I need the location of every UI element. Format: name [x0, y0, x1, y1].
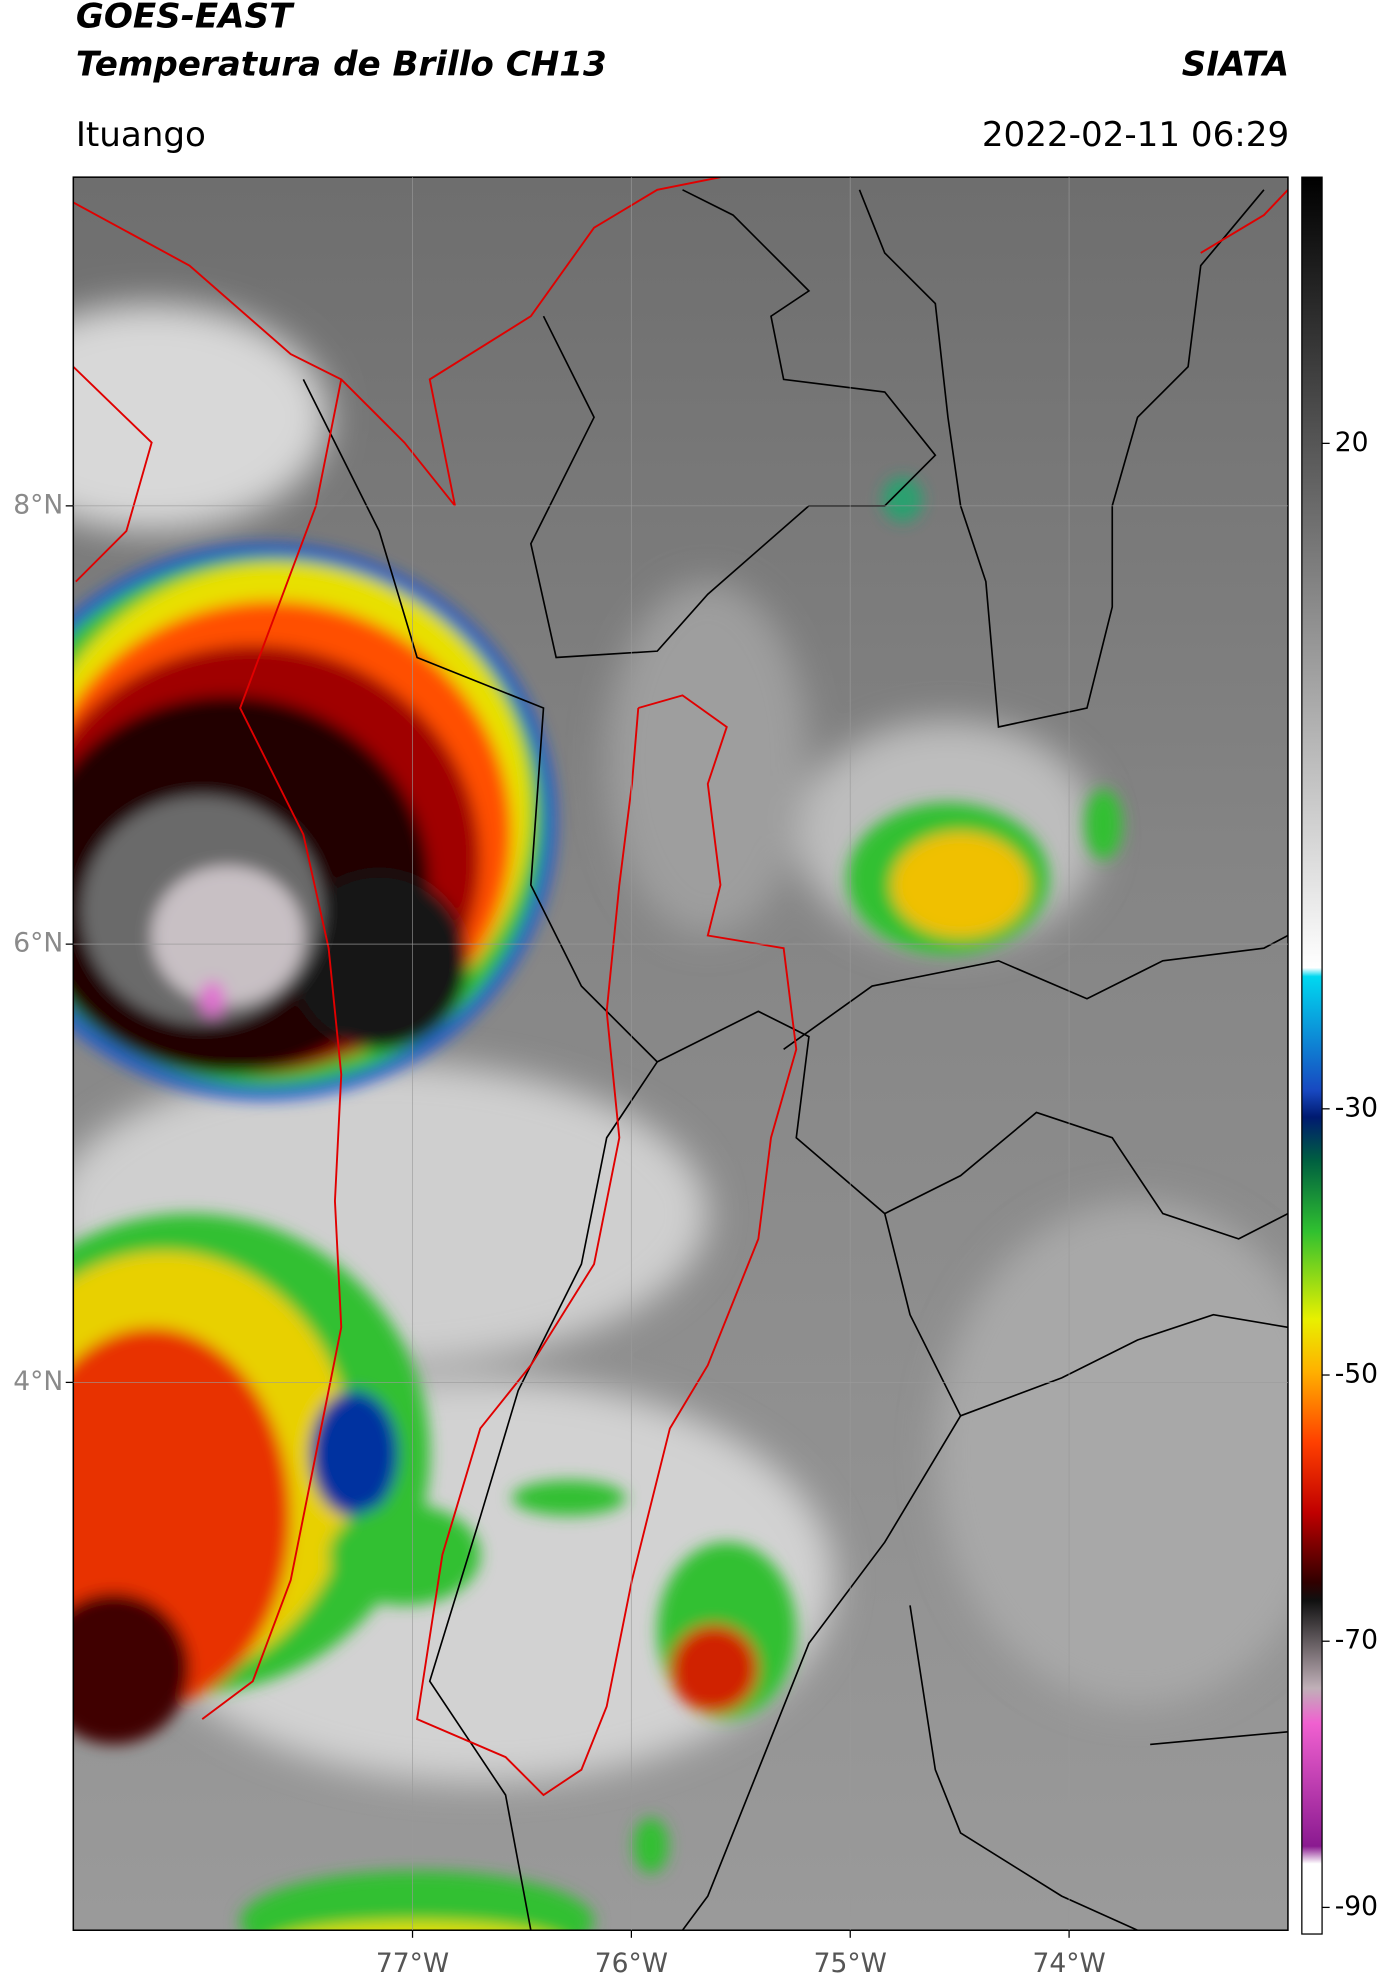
lat-tick-label: 8°N [13, 489, 63, 520]
colorbar-tick-label: -30 [1335, 1092, 1378, 1123]
colorbar [1301, 176, 1323, 1935]
datetime: 2022-02-11 06:29 [982, 115, 1289, 155]
product: Temperatura de Brillo CH13 [76, 44, 607, 84]
region: Ituango [76, 115, 206, 155]
colorbar-tick-label: -50 [1335, 1359, 1378, 1390]
lat-tick-label: 6°N [13, 928, 63, 959]
map-frame [72, 176, 1289, 1931]
lon-tick-label: 74°W [1032, 1948, 1105, 1979]
lon-tick-label: 75°W [814, 1948, 887, 1979]
colorbar-tick-label: 20 [1335, 427, 1369, 458]
agency: SIATA [1182, 44, 1289, 84]
colorbar-tick-label: -90 [1335, 1891, 1378, 1922]
lon-tick-label: 77°W [376, 1948, 449, 1979]
lat-tick-label: 4°N [13, 1366, 63, 1397]
satellite-image [73, 177, 1288, 1931]
colorbar-tick-label: -70 [1335, 1625, 1378, 1656]
satellite: GOES-EAST [76, 0, 295, 36]
lon-tick-label: 76°W [595, 1948, 668, 1979]
